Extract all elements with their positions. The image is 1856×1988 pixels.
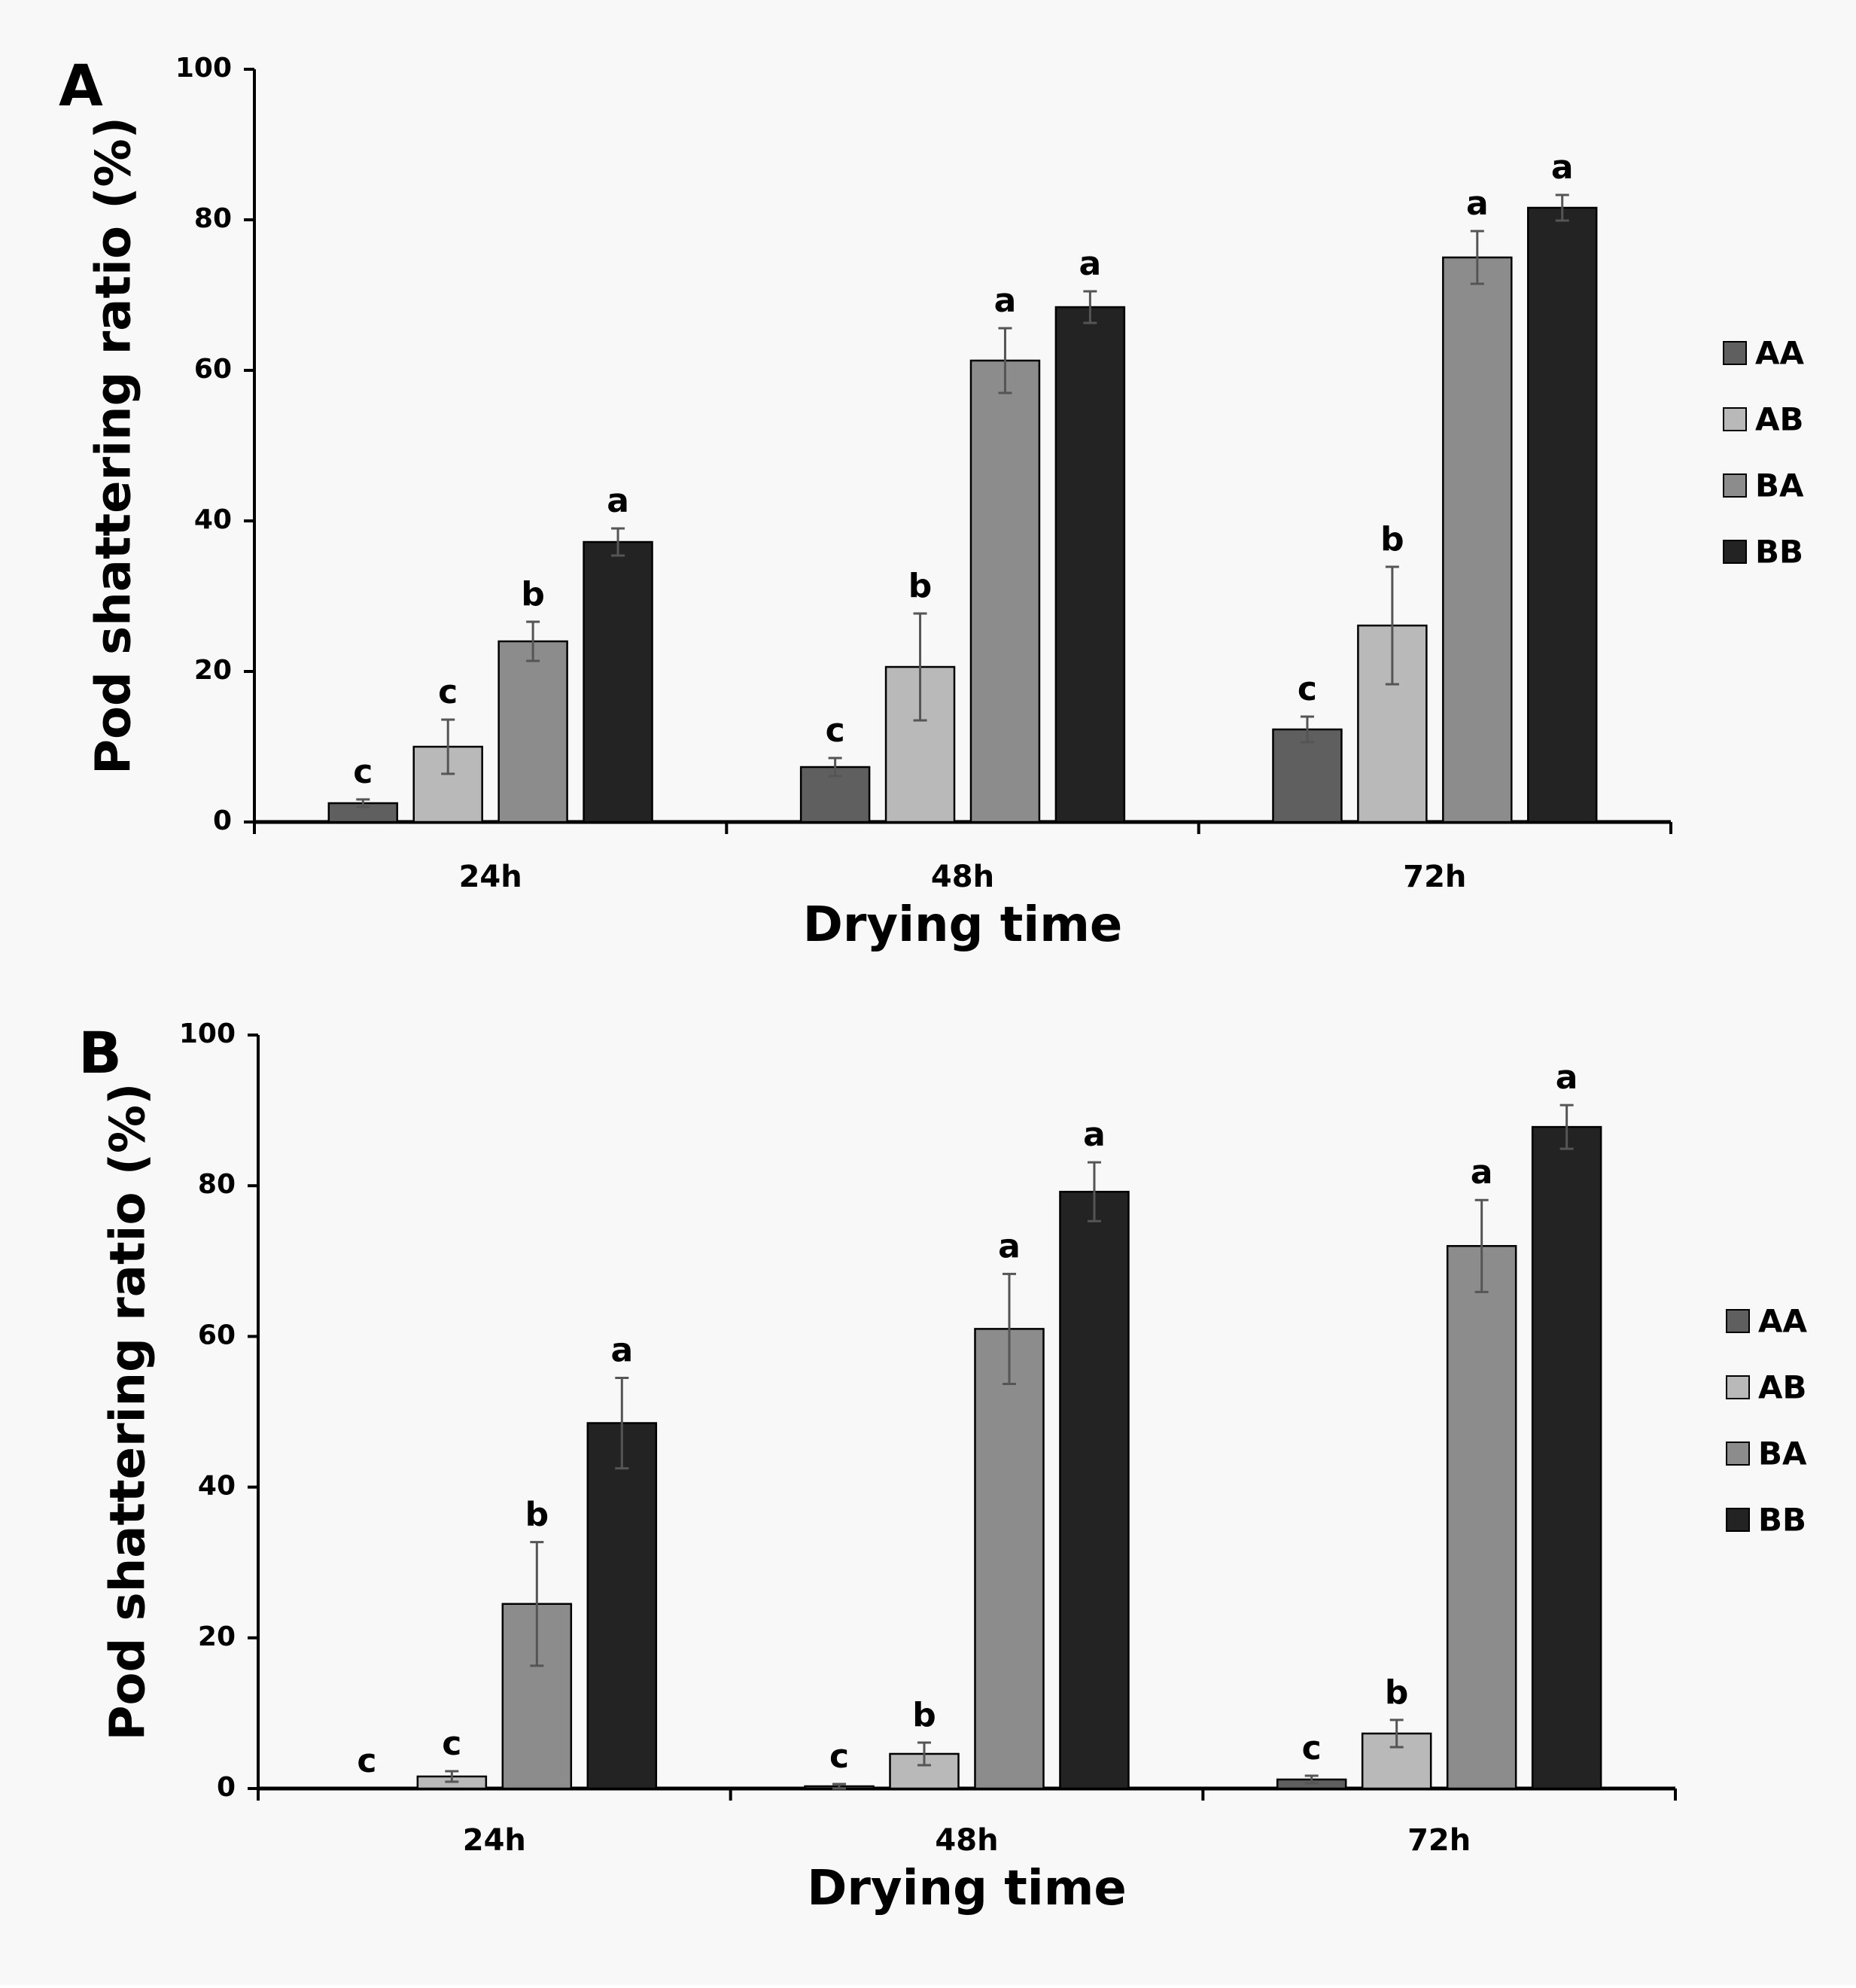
y-tick-label: 0 [217, 1772, 236, 1803]
significance-letter: a [610, 1331, 633, 1369]
plot-area: 0 20 40 60 80 100 24h c c b a 48h c b a a 72h c b a a [175, 53, 1672, 894]
bar-bb [1059, 1190, 1130, 1790]
legend-label: BB [1755, 534, 1803, 571]
y-axis-title: Pod shattering ratio (%) [101, 1083, 157, 1741]
significance-letter: a [998, 1227, 1021, 1265]
x-tick-label: 24h [463, 1823, 526, 1858]
y-tick-label: 100 [179, 1018, 236, 1049]
plot-area: 0 20 40 60 80 100 24h c c b a 48h c b a a 72h c b a a [179, 1018, 1677, 1858]
significance-letter: a [1471, 1153, 1493, 1192]
bar-ba [974, 1328, 1045, 1790]
y-tick-label: 80 [194, 203, 232, 234]
bar-aa [1272, 728, 1343, 824]
significance-letter: a [1083, 1116, 1106, 1154]
y-tick-label: 40 [194, 504, 232, 535]
x-tick-label: 72h [1403, 860, 1466, 894]
x-tick-label: 24h [459, 860, 522, 894]
significance-letter: c [1298, 670, 1317, 708]
x-axis-title: Drying time [807, 1861, 1127, 1916]
legend-swatch-ba [1723, 473, 1747, 498]
y-tick-label: 60 [198, 1320, 236, 1350]
significance-letter: c [829, 1737, 849, 1776]
y-tick-label: 60 [194, 354, 232, 385]
y-tick-label: 0 [213, 805, 232, 836]
legend-label: BA [1758, 1435, 1807, 1472]
significance-letter: c [438, 673, 458, 711]
legend-label: AB [1755, 401, 1804, 438]
significance-letter: a [994, 282, 1017, 320]
significance-letter: c [442, 1725, 461, 1763]
y-tick-label: 20 [198, 1621, 236, 1652]
legend-label: AA [1758, 1303, 1808, 1340]
significance-letter: c [353, 753, 373, 791]
y-tick-label: 100 [175, 53, 232, 84]
legend-swatch-ba [1726, 1442, 1750, 1466]
significance-letter: a [607, 482, 629, 520]
panel-b: B Pod shattering ratio (%) Drying time 0… [78, 1018, 1808, 1916]
panel-label: B [78, 1019, 122, 1086]
significance-letter: c [1302, 1729, 1322, 1767]
bar-bb [1526, 206, 1598, 824]
significance-letter: b [908, 567, 933, 605]
legend-swatch-aa [1726, 1309, 1750, 1333]
legend-swatch-bb [1723, 540, 1747, 564]
y-tick-label: 40 [198, 1471, 236, 1502]
y-tick-label: 80 [198, 1169, 236, 1200]
legend-label: AA [1755, 335, 1805, 372]
legend-swatch-ab [1726, 1375, 1750, 1399]
legend-label: BA [1755, 467, 1804, 504]
panel-label: A [59, 52, 103, 119]
significance-letter: c [826, 711, 845, 750]
x-tick-label: 48h [935, 1823, 998, 1858]
significance-letter: b [525, 1496, 549, 1534]
legend-swatch-ab [1723, 407, 1747, 431]
legend: AA AB BA BB [1726, 1303, 1808, 1539]
significance-letter: b [1385, 1673, 1409, 1712]
bar-ba [1446, 1245, 1517, 1790]
significance-letter: a [1556, 1058, 1578, 1097]
bar-bb [1531, 1125, 1602, 1790]
y-axis-title: Pod shattering ratio (%) [87, 117, 142, 775]
significance-letter: b [1380, 520, 1404, 559]
significance-letter: b [912, 1696, 936, 1734]
x-tick-label: 48h [931, 860, 994, 894]
legend: AA AB BA BB [1723, 335, 1805, 571]
legend-label: BB [1758, 1502, 1806, 1539]
legend-label: AB [1758, 1369, 1807, 1406]
bar-bb [1054, 306, 1126, 824]
y-tick-label: 20 [194, 655, 232, 686]
panel-a: A Pod shattering ratio (%) Drying time 0… [59, 52, 1805, 953]
legend-swatch-aa [1723, 341, 1747, 365]
x-axis-title: Drying time [803, 897, 1123, 953]
significance-letter: b [521, 575, 545, 613]
bar-ba [969, 359, 1041, 824]
bar-bb [586, 1422, 658, 1790]
significance-letter: c [357, 1742, 376, 1780]
bar-bb [583, 540, 653, 824]
bar-ba [497, 640, 568, 824]
bar-ba [1442, 256, 1513, 824]
legend-swatch-bb [1726, 1508, 1750, 1532]
significance-letter: a [1466, 184, 1489, 223]
x-tick-label: 72h [1407, 1823, 1471, 1858]
significance-letter: a [1079, 245, 1102, 283]
significance-letter: a [1551, 148, 1574, 187]
